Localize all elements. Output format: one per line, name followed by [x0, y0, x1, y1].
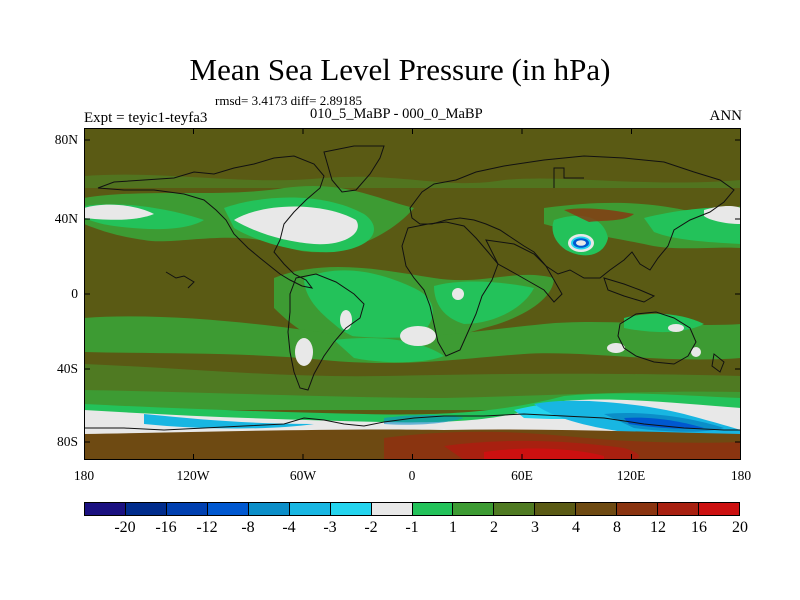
colorbar-tick-label: -8: [241, 519, 255, 536]
colorbar-box: [330, 503, 372, 515]
colorbar-tick-label: -16: [155, 519, 177, 536]
axis-ticks: [84, 128, 741, 460]
experiment-label: Expt = teyic1-teyfa3: [84, 110, 208, 126]
ytick-label: 80N: [54, 132, 78, 147]
colorbar-box: [576, 503, 618, 515]
colorbar-tick-label: -20: [114, 519, 136, 536]
coastlines: [84, 145, 741, 431]
colorbar-tick-label: 16: [691, 519, 707, 536]
colorbar-box: [535, 503, 577, 515]
map-panel: [84, 128, 741, 460]
period-label: 010_5_MaBP - 000_0_MaBP: [310, 106, 483, 122]
colorbar: [84, 502, 740, 516]
colorbar-box: [617, 503, 659, 515]
colorbar-box: [658, 503, 700, 515]
colorbar-box: [289, 503, 331, 515]
colorbar-tick-label: -2: [364, 519, 378, 536]
colorbar-tick-label: -3: [323, 519, 337, 536]
xtick-label: 180: [73, 468, 95, 483]
season-label: ANN: [709, 108, 743, 124]
colorbar-box: [699, 503, 739, 515]
ytick-label: 0: [71, 286, 78, 301]
colorbar-box: [125, 503, 167, 515]
colorbar-box: [166, 503, 208, 515]
stats-text: rmsd= 3.4173 diff= 2.89185: [215, 93, 362, 108]
xtick-label: 60E: [511, 468, 533, 483]
colorbar-tick-label: 4: [572, 519, 580, 536]
map-title: Mean Sea Level Pressure (in hPa): [189, 52, 611, 87]
xtick-label: 60W: [289, 468, 317, 483]
colorbar-tick-label: -1: [405, 519, 419, 536]
colorbar-tick-label: -12: [196, 519, 218, 536]
colorbar-tick-label: 8: [613, 519, 621, 536]
colorbar-box: [412, 503, 454, 515]
colorbar-box: [207, 503, 249, 515]
xtick-label: 0: [408, 468, 416, 483]
xtick-label: 120E: [616, 468, 646, 483]
colorbar-tick-label: 2: [490, 519, 498, 536]
colorbar-tick-label: -4: [282, 519, 296, 536]
colorbar-tick-label: 3: [531, 519, 539, 536]
ytick-label: 40S: [56, 361, 78, 376]
colorbar-box: [248, 503, 290, 515]
ytick-label: 40N: [54, 211, 78, 226]
colorbar-tick-label: 20: [732, 519, 748, 536]
ytick-label: 80S: [56, 434, 78, 449]
xtick-label: 120W: [176, 468, 210, 483]
pressure-map: [84, 128, 741, 460]
colorbar-box: [453, 503, 495, 515]
xtick-label: 180: [730, 468, 752, 483]
colorbar-box: [85, 503, 126, 515]
colorbar-tick-label: 12: [650, 519, 666, 536]
colorbar-box: [494, 503, 536, 515]
colorbar-tick-label: 1: [449, 519, 457, 536]
colorbar-box: [371, 503, 413, 515]
